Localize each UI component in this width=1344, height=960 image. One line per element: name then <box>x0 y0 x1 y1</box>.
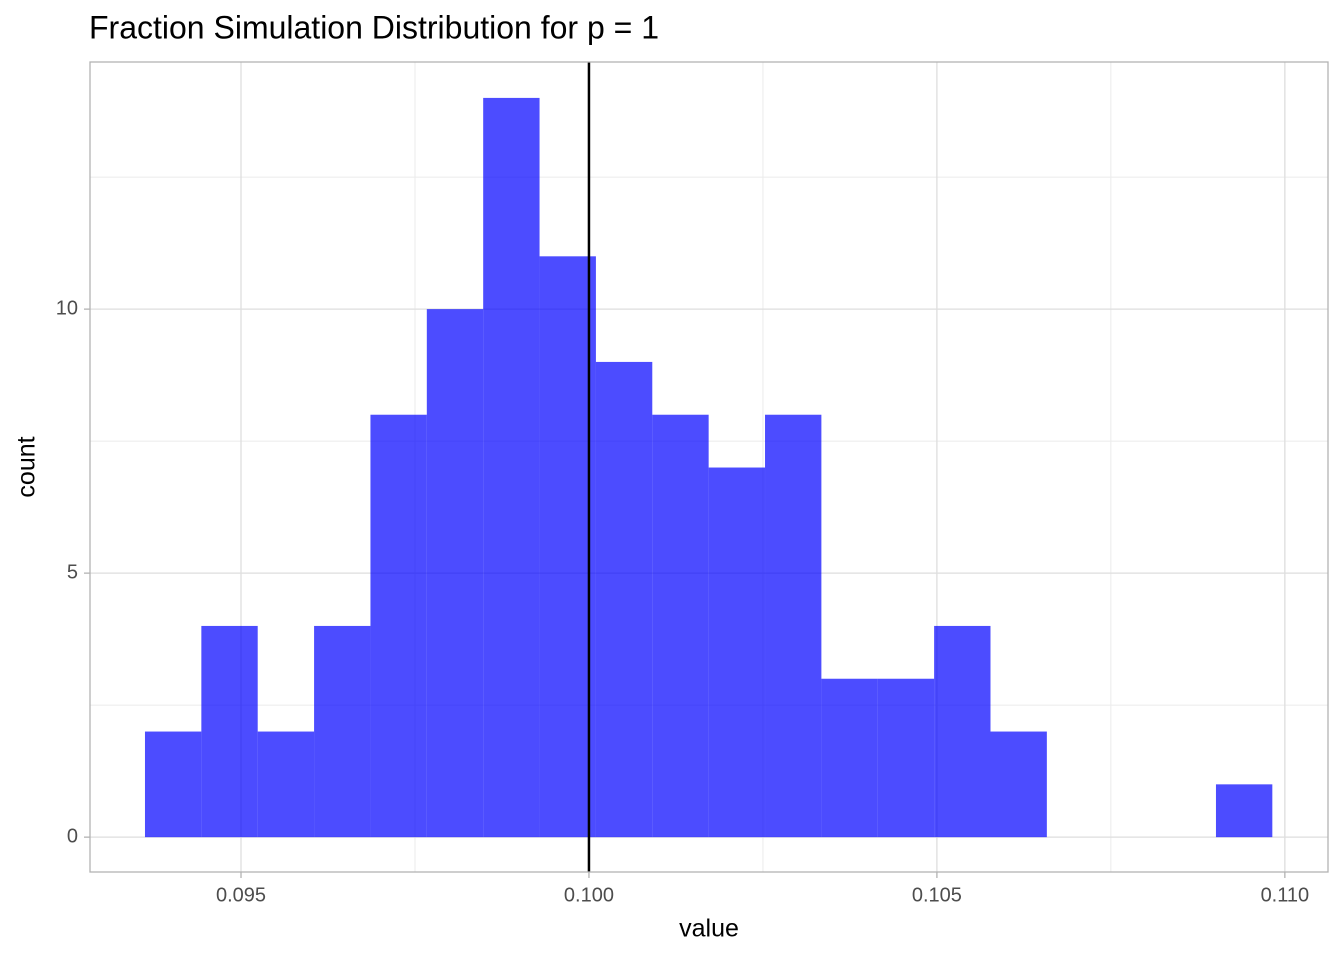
histogram-bar <box>990 731 1047 838</box>
x-tick-label: 0.110 <box>1261 884 1310 906</box>
histogram-bar <box>821 678 878 838</box>
histogram-bar <box>144 731 202 838</box>
histogram-bar <box>201 625 258 838</box>
panel-border <box>89 61 1329 873</box>
x-tick-label: 0.100 <box>564 884 614 906</box>
histogram-bar <box>652 414 709 838</box>
histogram-bar <box>483 97 540 838</box>
histogram-bar <box>370 414 427 838</box>
x-tick-label: 0.095 <box>216 884 266 906</box>
histogram-bar <box>934 625 991 838</box>
histogram-bar <box>765 414 822 838</box>
x-tick-label: 0.105 <box>912 884 962 906</box>
histogram-bar <box>708 467 766 838</box>
histogram-bar <box>877 678 935 838</box>
chart-title: Fraction Simulation Distribution for p =… <box>89 9 659 45</box>
histogram-bar <box>1215 784 1273 838</box>
histogram-bar <box>539 256 596 838</box>
histogram-bar <box>595 361 653 838</box>
histogram-bar <box>426 309 484 838</box>
histogram-bar <box>314 625 371 838</box>
y-tick-label: 0 <box>67 825 78 847</box>
y-tick-label: 5 <box>67 561 78 583</box>
x-axis-label: value <box>679 915 739 943</box>
y-axis-label: count <box>13 436 41 497</box>
histogram-bar <box>257 731 315 838</box>
y-tick-label: 10 <box>56 297 78 319</box>
